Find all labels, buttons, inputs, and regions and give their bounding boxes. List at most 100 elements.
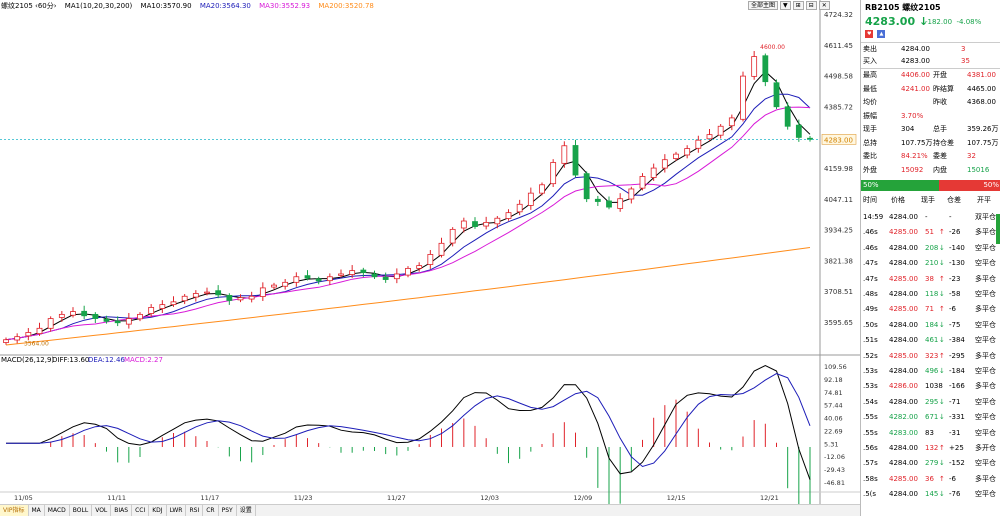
tab-ma[interactable]: MA: [29, 505, 45, 516]
tab-cci[interactable]: CCI: [132, 505, 150, 516]
tick-row[interactable]: .47s 4285.00 38 ↑ -23 多平仓: [861, 272, 1000, 287]
candle-body: [148, 307, 155, 314]
tick-type: 空平仓: [975, 459, 996, 468]
tab-psy[interactable]: PSY: [219, 505, 237, 516]
tick-row[interactable]: .58s 4285.00 36 ↑ -6 多平仓: [861, 472, 1000, 487]
tab-vip-indicator[interactable]: VIP指标: [0, 505, 29, 516]
tab-settings[interactable]: 设置: [237, 505, 256, 516]
stats-row: 现手 304 总手 359.26万: [861, 124, 1000, 135]
tick-oi-change: -140: [949, 243, 965, 252]
tick-oi-change: -130: [949, 259, 965, 268]
candle-body: [125, 318, 132, 325]
tick-volume: 210: [925, 259, 939, 268]
date-tick-label: 12/15: [667, 494, 686, 502]
close-button[interactable]: ✕: [818, 1, 830, 10]
candle-body: [58, 313, 65, 318]
alert-icon[interactable]: ▲: [877, 30, 886, 38]
tick-row[interactable]: .53s 4286.00 1038 -166 多平仓: [861, 379, 1000, 394]
tick-row[interactable]: .53s 4284.00 496 ↓ -184 空平仓: [861, 364, 1000, 379]
macd-title: MACD(26,12,9): [1, 356, 54, 364]
macd-dea-label: DEA:12.46: [88, 356, 125, 364]
symbol-period: 螺纹2105 ‹60分›: [1, 2, 57, 10]
tab-macd[interactable]: MACD: [45, 505, 70, 516]
tick-row[interactable]: .46s 4285.00 51 ↑ -26 多平仓: [861, 225, 1000, 240]
candle-body: [204, 291, 210, 294]
candle-body: [539, 184, 545, 194]
candle-body: [695, 139, 702, 149]
tab-lwr[interactable]: LWR: [167, 505, 187, 516]
tick-oi-change: -26: [949, 228, 961, 237]
candle-body: [572, 145, 579, 176]
stat-label: 内盘: [933, 165, 947, 174]
price-tick-label: 3595.65: [824, 319, 853, 327]
tick-row[interactable]: .5(s 4284.00 145 ↓ -76 空平仓: [861, 487, 1000, 502]
tick-row[interactable]: .55s 4283.00 83 -31 空平仓: [861, 426, 1000, 441]
candle-body: [36, 327, 43, 335]
candle-body: [460, 220, 467, 229]
tick-row[interactable]: .56s 4284.00 132 ↑ +25 多开仓: [861, 441, 1000, 456]
tick-type: 多开仓: [975, 444, 996, 452]
tick-row[interactable]: .52s 4285.00 323 ↑ -295 多平仓: [861, 349, 1000, 364]
candle-body: [650, 167, 657, 178]
main-chart-select-button[interactable]: 全部主图: [748, 1, 779, 10]
candle-body: [360, 269, 367, 273]
sell-ratio: 50%: [939, 180, 1000, 191]
candle-body: [282, 281, 289, 287]
col-type: 开平: [977, 196, 991, 204]
col-price: 价格: [891, 196, 905, 204]
ask-price: 4284.00: [901, 45, 930, 53]
collapse-button[interactable]: ⊟: [805, 1, 817, 10]
last-price-value: 4283.00: [865, 15, 916, 28]
favorite-icon[interactable]: ♥: [865, 30, 874, 38]
tab-vol[interactable]: VOL: [92, 505, 112, 516]
tick-row[interactable]: 14:59 4284.00- - 双平仓: [861, 210, 1000, 225]
tick-row[interactable]: .51s 4284.00 461 ↓ -384 空平仓: [861, 333, 1000, 348]
candle-body: [416, 265, 423, 269]
tick-time: .53s: [863, 367, 878, 375]
dropdown-button[interactable]: ▼: [780, 1, 791, 10]
tick-row[interactable]: .47s 4284.00 210 ↓ -130 空平仓: [861, 256, 1000, 271]
tick-row[interactable]: .54s 4284.00 295 ↓ -71 空平仓: [861, 395, 1000, 410]
tab-kdj[interactable]: KDJ: [149, 505, 167, 516]
tick-row[interactable]: .46s 4284.00 208 ↓ -140 空平仓: [861, 241, 1000, 256]
tick-time: .5(s: [863, 490, 877, 499]
tab-boll[interactable]: BOLL: [70, 505, 93, 516]
tab-bias[interactable]: BIAS: [111, 505, 133, 516]
tick-time: .47s: [863, 274, 878, 283]
tick-row[interactable]: .55s 4282.00 671 ↓ -331 空平仓: [861, 410, 1000, 425]
expand-button[interactable]: ⊞: [792, 1, 804, 10]
tick-row[interactable]: .57s 4284.00 279 ↓ -152 空平仓: [861, 456, 1000, 471]
kline-chart[interactable]: 4724.324611.454498.584385.724272.854159.…: [0, 0, 860, 516]
stat-value: 3.70%: [901, 111, 924, 120]
stats-row: 振幅 3.70%: [861, 111, 1000, 122]
chart-panel[interactable]: 4724.324611.454498.584385.724272.854159.…: [0, 0, 860, 516]
tick-row[interactable]: .50s 4284.00 184 ↓ -75 空平仓: [861, 318, 1000, 333]
stat-label: 振幅: [863, 111, 877, 120]
date-tick-label: 11/05: [14, 494, 33, 502]
tick-volume: 208: [925, 243, 939, 252]
col-volume: 现手: [921, 196, 935, 204]
tick-row[interactable]: .49s 4285.00 71 ↑ -6 多平仓: [861, 302, 1000, 317]
low-marker-label: 3564.00: [24, 341, 49, 348]
candle-body: [159, 304, 166, 309]
stats-row: 委比 84.21% 委差 32: [861, 151, 1000, 162]
tick-scrollbar[interactable]: [996, 214, 1000, 244]
candle-body: [137, 313, 143, 320]
stat-value: 4406.00: [901, 71, 930, 79]
tick-price: 4286.00: [889, 382, 918, 391]
tick-volume: 132: [925, 444, 939, 452]
tick-time: .54s: [863, 397, 878, 406]
tab-cr[interactable]: CR: [203, 505, 219, 516]
tick-price: 4284.00: [889, 290, 918, 298]
tick-oi-change: -: [949, 213, 952, 221]
candle-body: [81, 310, 88, 317]
ma20-value: MA20:3564.30: [199, 2, 251, 10]
tick-row[interactable]: .48s 4284.00 118 ↓ -58 空平仓: [861, 287, 1000, 302]
tick-time: .47s: [863, 259, 878, 268]
col-oi-change: 仓差: [947, 196, 961, 204]
tick-arrow-icon: ↑: [939, 305, 945, 314]
tick-time: .52s: [863, 351, 878, 360]
tab-rsi[interactable]: RSI: [186, 505, 204, 516]
stat-value: 4381.00: [967, 71, 996, 79]
tick-price: 4285.00: [889, 305, 918, 314]
